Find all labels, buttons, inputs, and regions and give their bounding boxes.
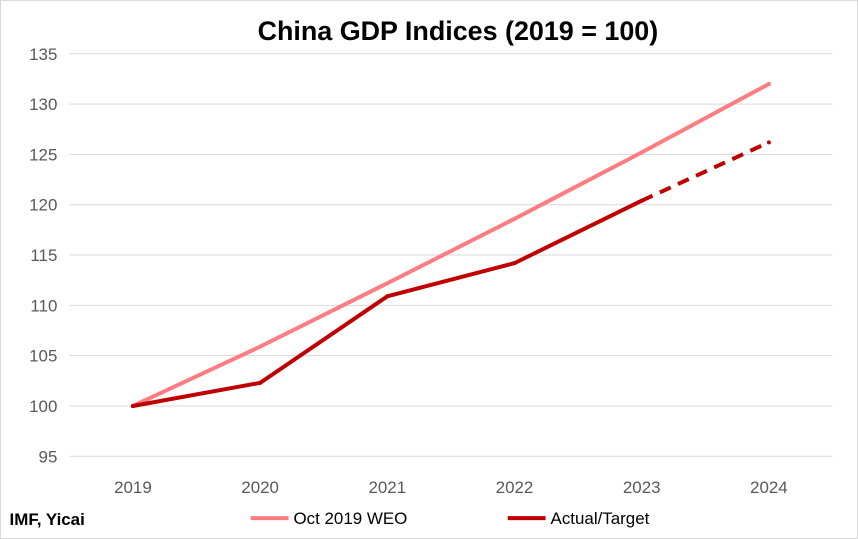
point-oct-2019-weo-2020 — [258, 344, 263, 349]
point-actual-target-2019 — [130, 403, 135, 408]
y-tick-125: 125 — [29, 145, 57, 164]
series-line-actual-target-projection — [640, 140, 770, 203]
point-oct-2019-weo-2024 — [766, 81, 771, 86]
legend-label-actual-target: Actual/Target — [551, 509, 650, 528]
point-actual-target-2024 — [766, 140, 771, 145]
point-actual-target-2020 — [258, 380, 263, 385]
chart-title: China GDP Indices (2019 = 100) — [258, 16, 659, 46]
point-oct-2019-weo-2021 — [385, 281, 390, 286]
point-oct-2019-weo-2022 — [512, 216, 517, 221]
point-actual-target-2022 — [512, 261, 517, 266]
x-tick-2022: 2022 — [496, 478, 534, 497]
y-tick-130: 130 — [29, 95, 57, 114]
point-actual-target-2021 — [385, 294, 390, 299]
y-tick-105: 105 — [29, 347, 57, 366]
x-axis-tick-labels: 2019 2020 2021 2022 2023 2024 — [114, 478, 788, 497]
y-tick-100: 100 — [29, 397, 57, 416]
x-tick-2020: 2020 — [241, 478, 279, 497]
legend-label-oct-2019-weo: Oct 2019 WEO — [294, 509, 408, 528]
x-tick-2019: 2019 — [114, 478, 152, 497]
series-line-oct-2019-weo — [130, 81, 771, 408]
x-tick-2023: 2023 — [623, 478, 661, 497]
y-tick-115: 115 — [30, 246, 57, 265]
y-tick-110: 110 — [30, 296, 57, 315]
series-lines — [130, 81, 771, 408]
y-tick-135: 135 — [29, 45, 57, 64]
point-actual-target-2023 — [639, 198, 644, 203]
source-note: IMF, Yicai — [10, 510, 85, 529]
x-tick-2024: 2024 — [750, 478, 788, 497]
legend: Oct 2019 WEO Actual/Target — [250, 509, 650, 528]
y-tick-95: 95 — [39, 447, 58, 466]
point-oct-2019-weo-2023 — [639, 150, 644, 155]
gridlines — [69, 53, 833, 457]
x-tick-2021: 2021 — [368, 478, 406, 497]
y-tick-120: 120 — [29, 196, 57, 215]
y-axis-tick-labels: 95 100 105 110 115 120 125 130 135 — [29, 45, 57, 467]
series-line-actual-target — [130, 198, 644, 408]
